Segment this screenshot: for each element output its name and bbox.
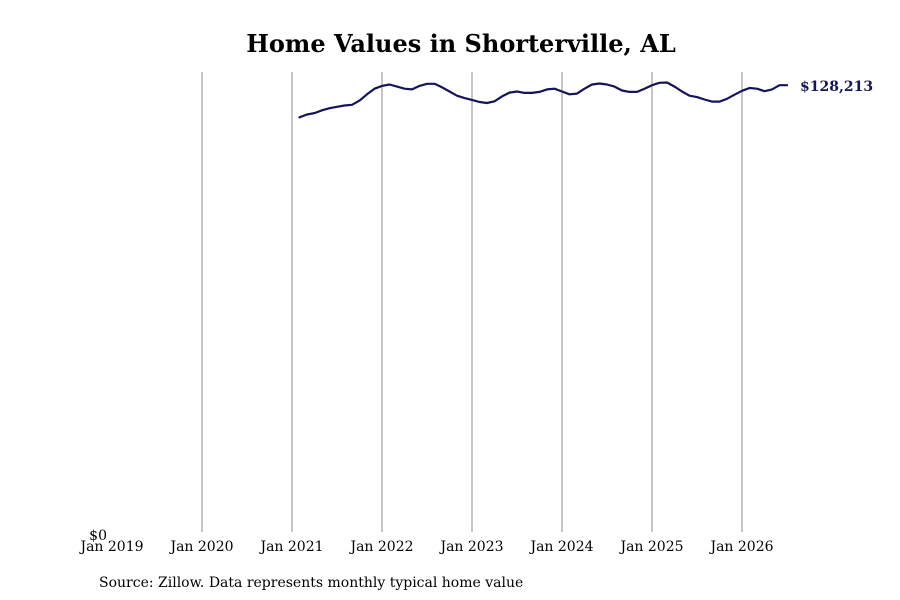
x-tick-label: Jan 2019: [78, 539, 143, 555]
gridlines: [201, 72, 743, 532]
chart-title: Home Values in Shorterville, AL: [246, 29, 676, 58]
y-tick-label: $0: [89, 528, 107, 544]
x-tick-label: Jan 2025: [618, 539, 683, 555]
x-tick-label: Jan 2020: [168, 539, 233, 555]
source-note: Source: Zillow. Data represents monthly …: [99, 575, 523, 591]
end-value-label: $128,213: [800, 79, 873, 95]
x-tick-label: Jan 2026: [708, 539, 773, 555]
series-layer: [298, 81, 789, 119]
x-tick-label: Jan 2023: [438, 539, 503, 555]
x-tick-label: Jan 2024: [528, 539, 593, 555]
x-axis-ticks: Jan 2019 Jan 2020 Jan 2021 Jan 2022 Jan 2023…: [78, 539, 773, 555]
y-axis-ticks: $0: [89, 528, 107, 544]
x-tick-label: Jan 2021: [258, 539, 323, 555]
series-line-0: [298, 81, 789, 119]
x-tick-label: Jan 2022: [348, 539, 413, 555]
